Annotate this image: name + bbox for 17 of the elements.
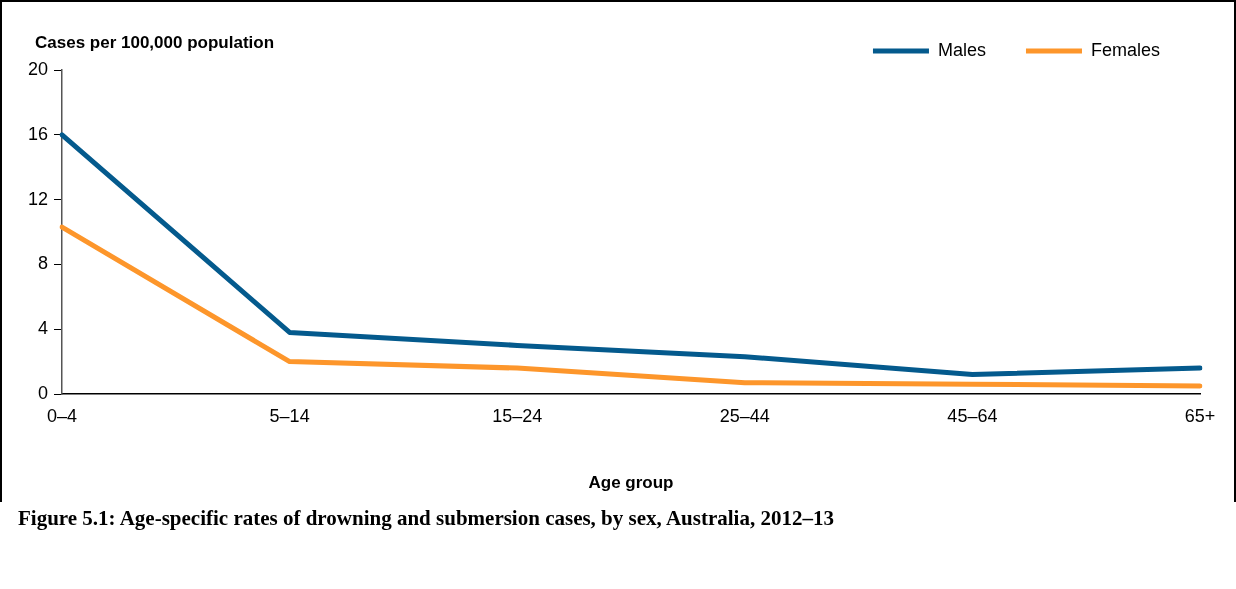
- x-tick-label: 25–44: [719, 405, 770, 426]
- y-tick-label: 8: [38, 253, 49, 274]
- x-axis-title: Age group: [588, 473, 674, 493]
- y-tick-label: 12: [27, 188, 49, 209]
- x-tick-label: 5–14: [269, 405, 310, 426]
- legend-label: Males: [937, 39, 986, 60]
- y-tick-label: 20: [27, 58, 49, 79]
- legend-label: Females: [1090, 39, 1161, 60]
- x-tick-label: 45–64: [947, 405, 998, 426]
- x-tick-label: 15–24: [492, 405, 543, 426]
- x-tick-label: 65+: [1184, 405, 1216, 426]
- y-axis-title: Cases per 100,000 population: [35, 32, 275, 52]
- y-tick-label: 16: [27, 123, 49, 144]
- text: Figure 5.1: Age-specific rates of drowning and submersion cases, by sex, Australia, 2012–13: [18, 506, 834, 531]
- y-tick-label: 4: [38, 318, 49, 339]
- y-tick-label: 0: [38, 382, 49, 403]
- x-tick-label: 0–4: [47, 405, 78, 426]
